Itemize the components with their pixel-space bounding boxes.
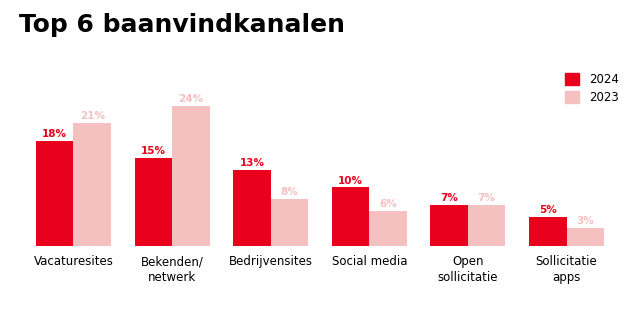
Bar <box>172 106 209 246</box>
Bar <box>529 216 566 246</box>
Text: 8%: 8% <box>280 187 298 197</box>
Bar <box>431 205 468 246</box>
Bar <box>468 205 506 246</box>
Bar <box>332 187 369 246</box>
Text: 21%: 21% <box>80 112 105 122</box>
Text: 6%: 6% <box>379 199 397 209</box>
Bar <box>233 170 271 246</box>
Text: 5%: 5% <box>539 205 557 215</box>
Text: 7%: 7% <box>477 193 495 203</box>
Text: 3%: 3% <box>577 216 594 226</box>
Legend: 2024, 2023: 2024, 2023 <box>563 71 621 106</box>
Text: Top 6 baanvindkanalen: Top 6 baanvindkanalen <box>19 13 345 37</box>
Bar <box>74 123 111 246</box>
Bar <box>36 141 74 246</box>
Bar <box>271 199 308 246</box>
Text: 10%: 10% <box>338 176 363 186</box>
Text: 18%: 18% <box>42 129 67 139</box>
Text: 7%: 7% <box>440 193 458 203</box>
Bar <box>369 211 407 246</box>
Text: 15%: 15% <box>141 146 166 157</box>
Bar <box>134 158 172 246</box>
Bar <box>566 228 604 246</box>
Text: 13%: 13% <box>239 158 264 168</box>
Text: 24%: 24% <box>179 94 204 104</box>
